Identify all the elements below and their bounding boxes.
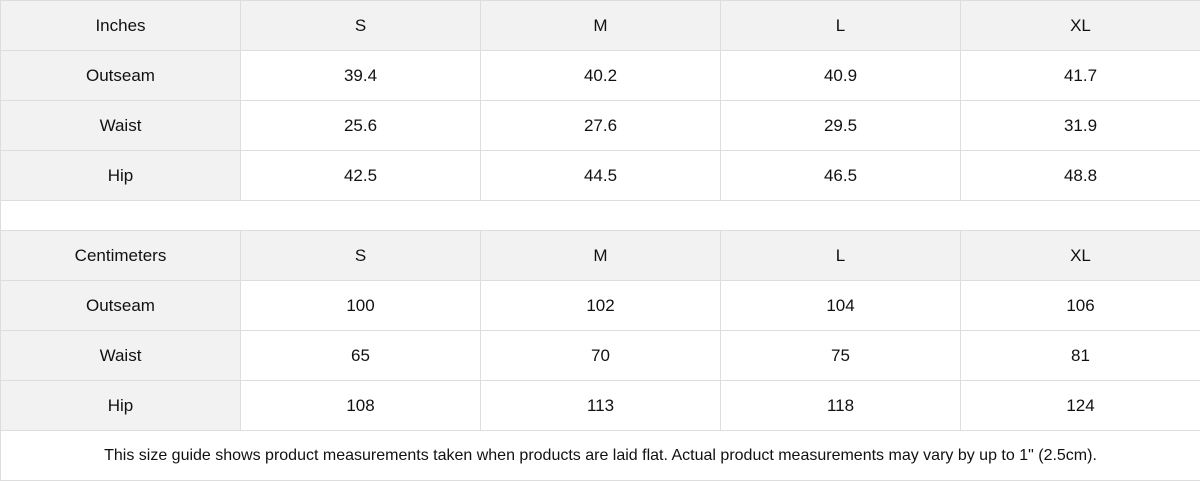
measurement-value: 48.8 [961, 151, 1200, 201]
measurement-value: 31.9 [961, 101, 1200, 151]
measurement-value: 39.4 [241, 51, 481, 101]
size-header: S [241, 1, 481, 51]
measurement-value: 113 [481, 381, 721, 431]
measurement-value: 25.6 [241, 101, 481, 151]
measurement-value: 102 [481, 281, 721, 331]
measurement-value: 29.5 [721, 101, 961, 151]
measurement-value: 81 [961, 331, 1200, 381]
measurement-label: Hip [1, 381, 241, 431]
size-guide-note: This size guide shows product measuremen… [1, 431, 1200, 481]
measurement-label: Outseam [1, 51, 241, 101]
spacer-cell [1, 201, 1200, 231]
measurement-value: 46.5 [721, 151, 961, 201]
size-header: L [721, 231, 961, 281]
measurement-label: Waist [1, 101, 241, 151]
size-header: M [481, 1, 721, 51]
measurement-value: 65 [241, 331, 481, 381]
measurement-label: Outseam [1, 281, 241, 331]
measurement-value: 118 [721, 381, 961, 431]
centimeters-unit-label: Centimeters [1, 231, 241, 281]
measurement-value: 75 [721, 331, 961, 381]
measurement-value: 106 [961, 281, 1200, 331]
measurement-label: Hip [1, 151, 241, 201]
measurement-value: 70 [481, 331, 721, 381]
inches-unit-label: Inches [1, 1, 241, 51]
measurement-value: 27.6 [481, 101, 721, 151]
measurement-value: 108 [241, 381, 481, 431]
measurement-value: 124 [961, 381, 1200, 431]
size-header: XL [961, 231, 1200, 281]
size-header: S [241, 231, 481, 281]
size-header: L [721, 1, 961, 51]
measurement-label: Waist [1, 331, 241, 381]
spacer-row [1, 201, 1200, 231]
measurement-value: 42.5 [241, 151, 481, 201]
measurement-value: 100 [241, 281, 481, 331]
measurement-value: 40.9 [721, 51, 961, 101]
size-header: M [481, 231, 721, 281]
size-header: XL [961, 1, 1200, 51]
measurement-value: 44.5 [481, 151, 721, 201]
measurement-value: 104 [721, 281, 961, 331]
measurement-value: 40.2 [481, 51, 721, 101]
note-row: This size guide shows product measuremen… [1, 431, 1200, 481]
measurement-value: 41.7 [961, 51, 1200, 101]
